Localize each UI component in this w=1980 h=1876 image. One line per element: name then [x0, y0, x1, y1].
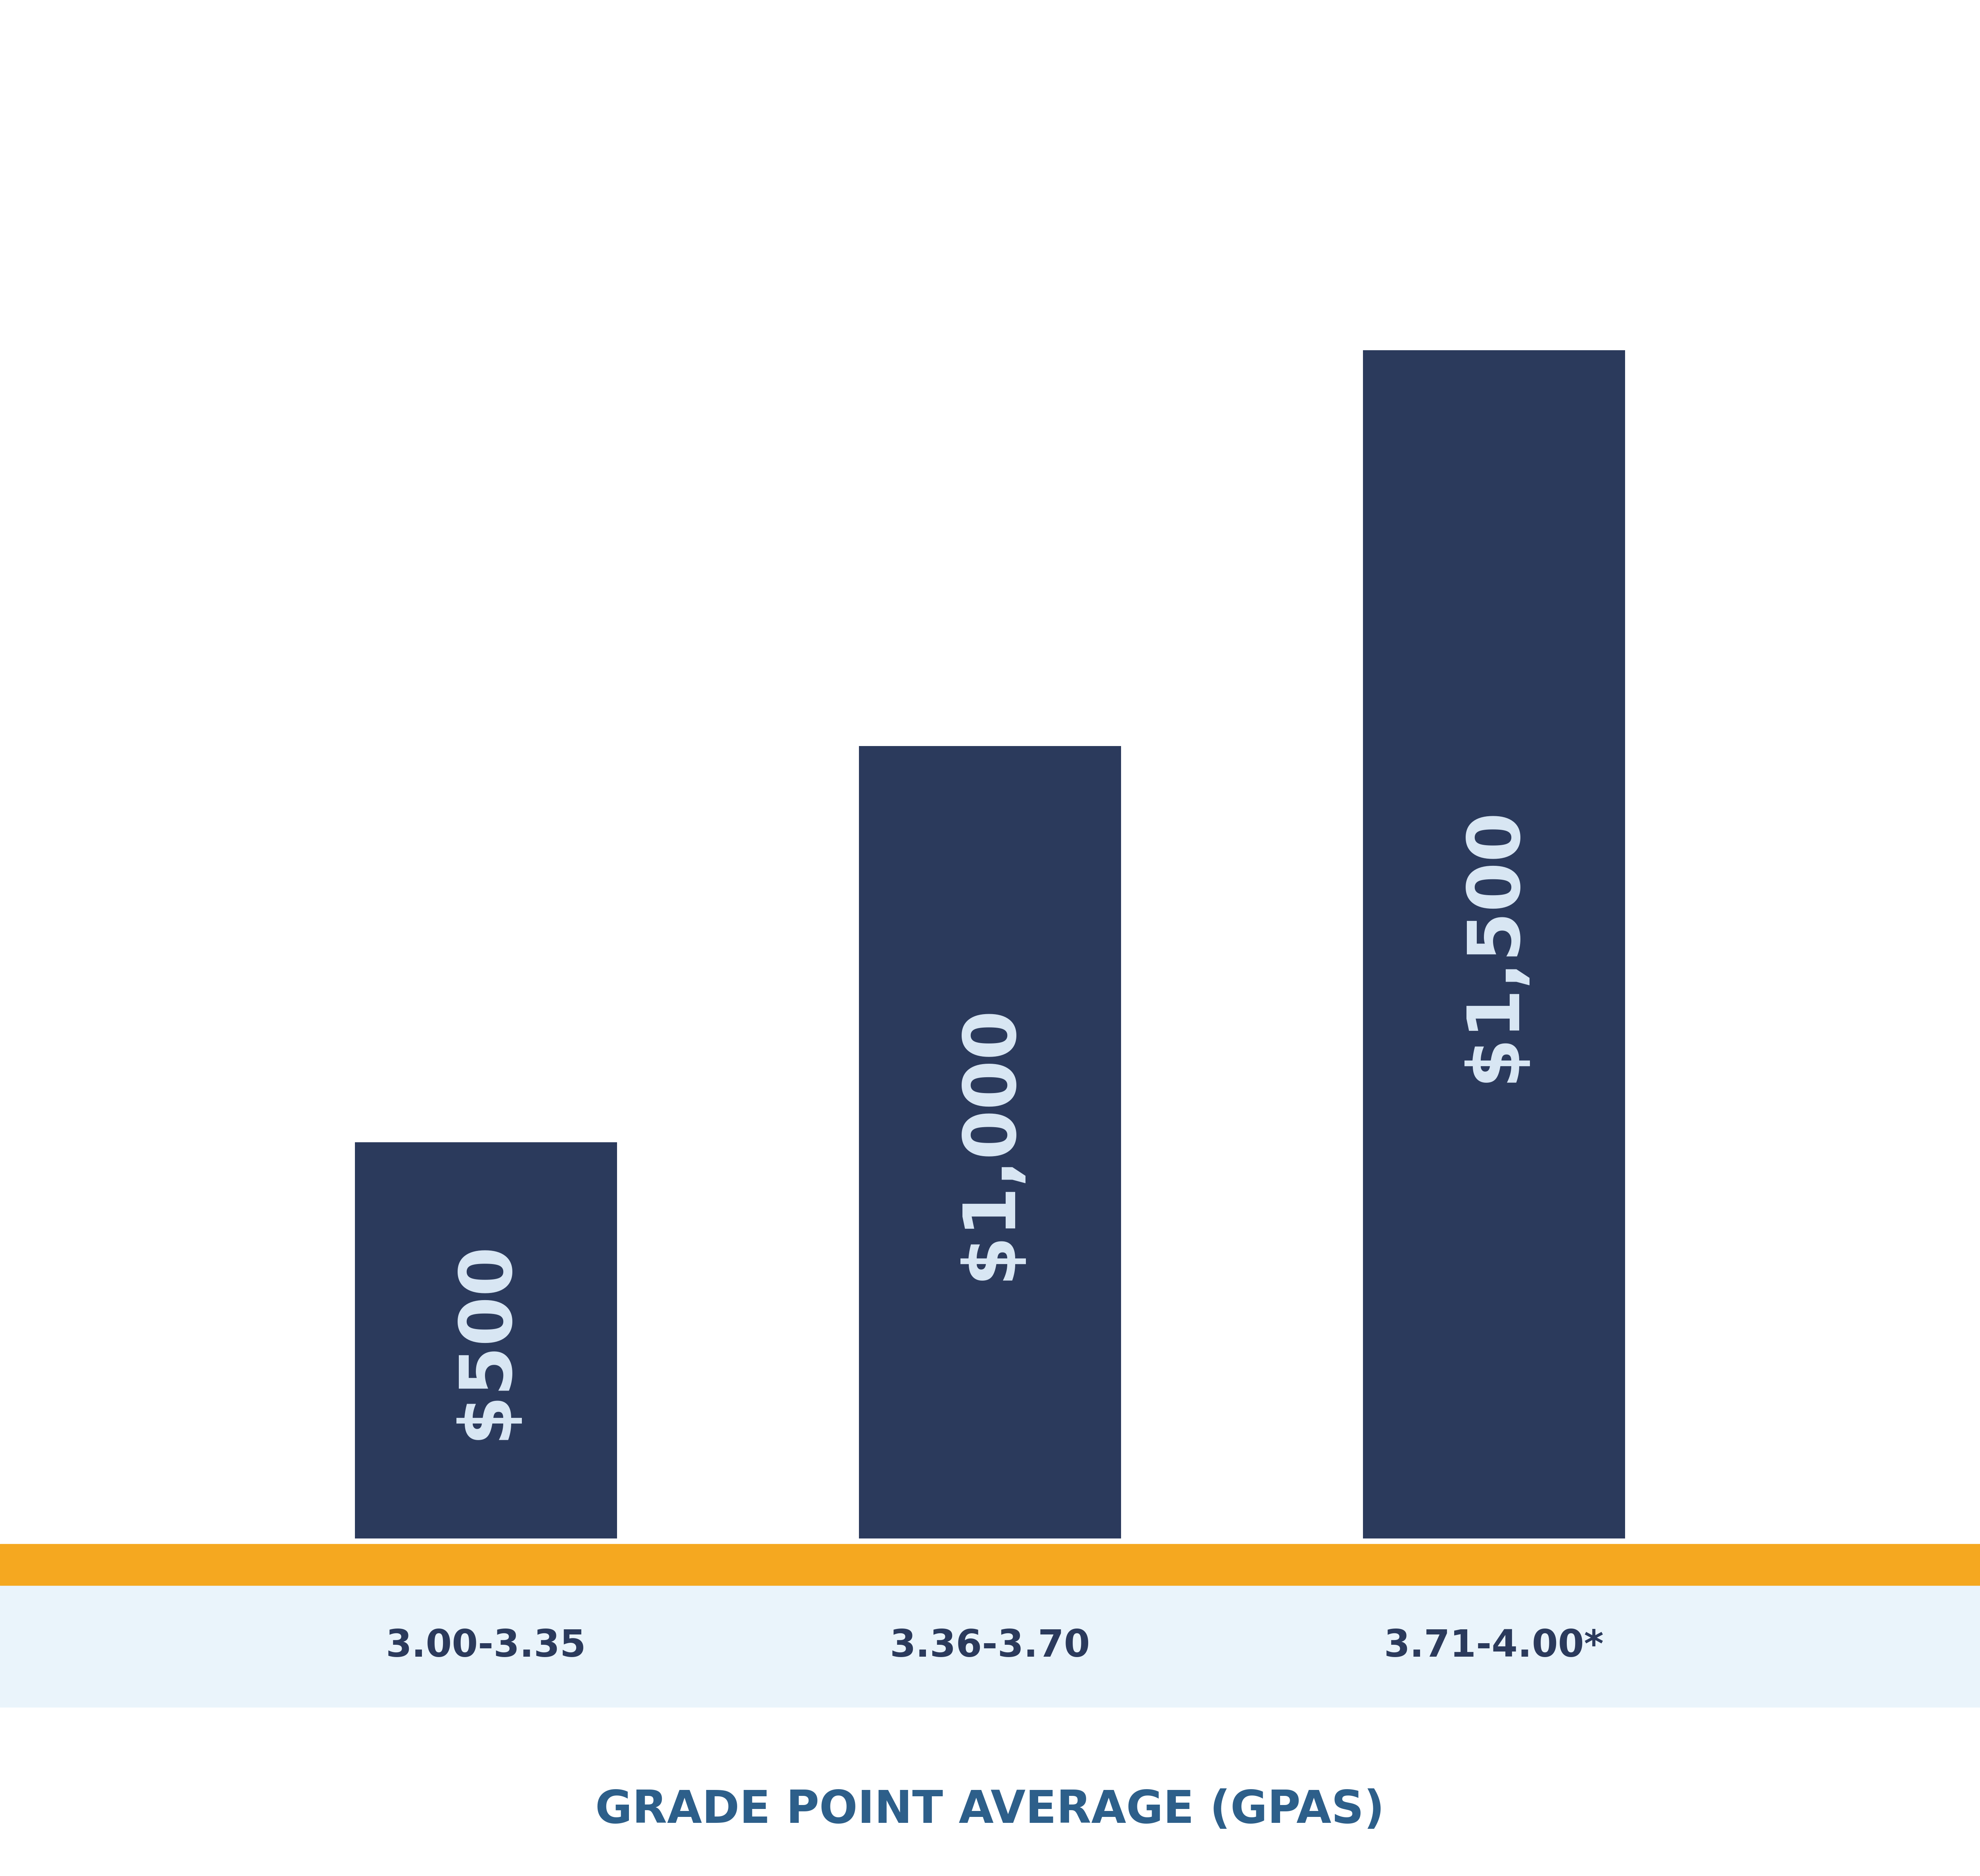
Text: GRADE POINT AVERAGE (GPAS): GRADE POINT AVERAGE (GPAS) [596, 1788, 1384, 1833]
Text: 3.00-3.35: 3.00-3.35 [386, 1628, 586, 1664]
Bar [859, 747, 1121, 1538]
Text: 3.36-3.70: 3.36-3.70 [889, 1628, 1091, 1664]
Text: $500: $500 [451, 1240, 521, 1441]
Text: $1,500: $1,500 [1459, 807, 1529, 1082]
Text: 3.71-4.00*: 3.71-4.00* [1384, 1628, 1604, 1664]
Bar [1362, 351, 1626, 1538]
Bar [354, 1142, 618, 1538]
Text: $1,000: $1,000 [954, 1004, 1026, 1279]
